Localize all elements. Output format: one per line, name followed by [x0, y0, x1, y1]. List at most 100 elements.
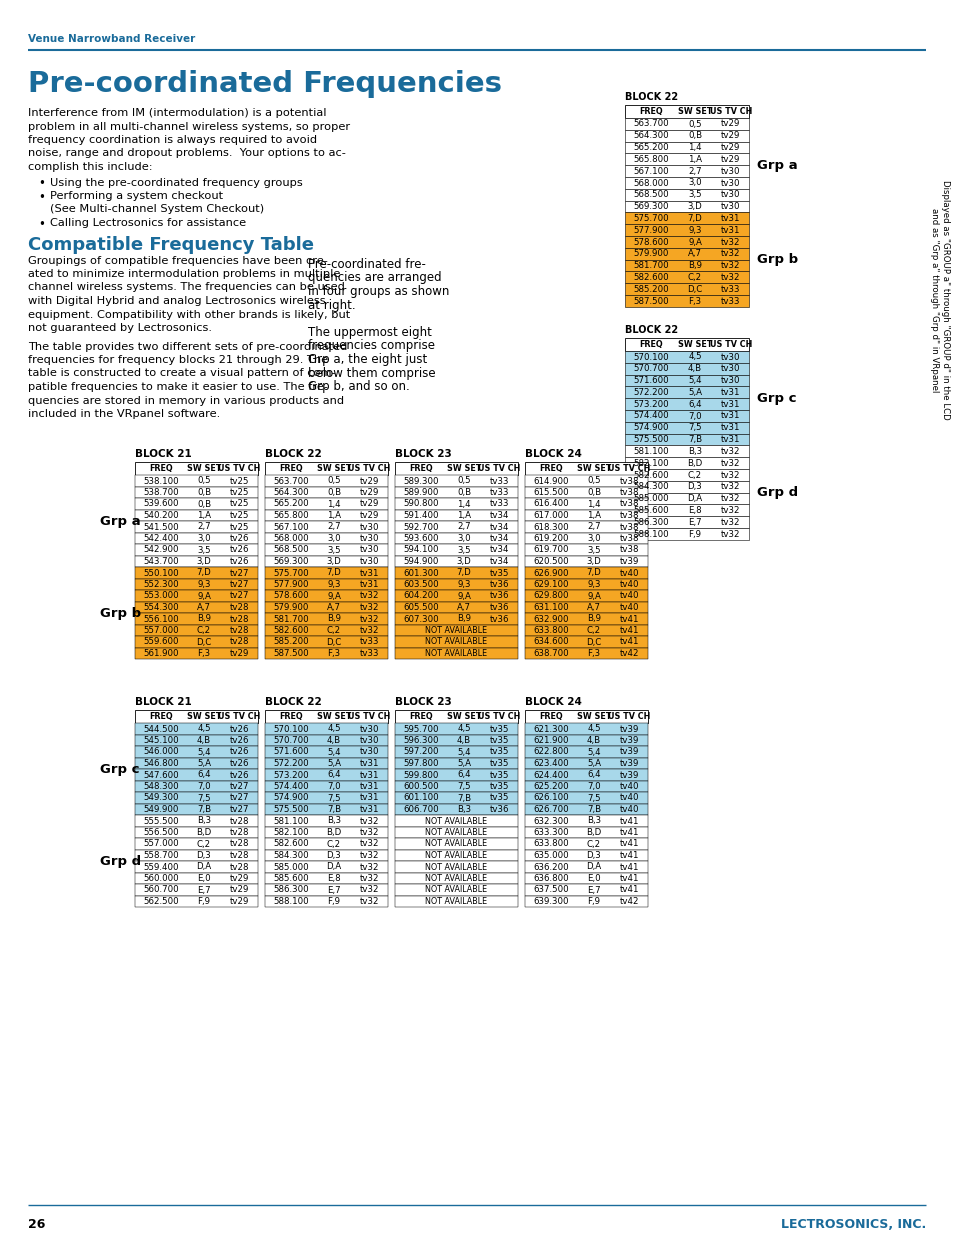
Text: FREQ: FREQ — [149, 713, 172, 721]
Bar — [265, 895, 388, 906]
Text: tv38: tv38 — [619, 477, 639, 485]
Text: 6,4: 6,4 — [587, 771, 600, 779]
Text: 3,0: 3,0 — [587, 534, 600, 543]
Text: SW SET: SW SET — [187, 713, 221, 721]
Bar — [265, 792, 388, 804]
Bar — [524, 487, 647, 498]
Bar — [395, 498, 517, 510]
Text: 621.900: 621.900 — [533, 736, 568, 745]
Bar — [624, 272, 748, 283]
Text: 7,0: 7,0 — [687, 411, 701, 420]
Bar — [524, 510, 647, 521]
Text: Calling Lectrosonics for assistance: Calling Lectrosonics for assistance — [50, 219, 246, 228]
Bar — [624, 398, 748, 410]
Bar — [135, 613, 257, 625]
Text: Grp a: Grp a — [757, 159, 797, 172]
Text: 574.400: 574.400 — [633, 411, 668, 420]
Text: tv28: tv28 — [230, 816, 249, 825]
Bar — [135, 872, 257, 884]
Text: tv38: tv38 — [619, 534, 639, 543]
Text: The uppermost eight: The uppermost eight — [308, 326, 432, 338]
Text: tv32: tv32 — [359, 851, 379, 860]
Text: tv29: tv29 — [720, 154, 740, 164]
Text: 5,4: 5,4 — [587, 747, 600, 757]
Text: FREQ: FREQ — [639, 340, 662, 350]
Text: tv30: tv30 — [359, 522, 379, 531]
Bar — [135, 567, 257, 578]
Text: tv39: tv39 — [619, 725, 639, 734]
Text: 607.300: 607.300 — [403, 615, 438, 624]
Text: E,8: E,8 — [327, 874, 340, 883]
Text: BLOCK 22: BLOCK 22 — [624, 91, 678, 103]
Text: 7,B: 7,B — [456, 794, 471, 803]
Bar — [395, 884, 517, 895]
Text: 581.100: 581.100 — [273, 816, 309, 825]
Text: 569.300: 569.300 — [633, 203, 668, 211]
Text: 559.400: 559.400 — [143, 862, 178, 872]
Text: 3,D: 3,D — [326, 557, 341, 566]
Text: The table provides two different sets of pre-coordinated: The table provides two different sets of… — [28, 342, 347, 352]
Text: D,C: D,C — [586, 637, 601, 646]
Text: 7,5: 7,5 — [197, 794, 211, 803]
Text: 570.700: 570.700 — [273, 736, 309, 745]
Bar — [395, 462, 517, 475]
Text: tv31: tv31 — [359, 568, 379, 578]
Text: 1,A: 1,A — [196, 511, 211, 520]
Text: 0,B: 0,B — [196, 488, 211, 496]
Text: 635.000: 635.000 — [533, 851, 568, 860]
Text: 591.400: 591.400 — [403, 511, 438, 520]
Bar — [395, 757, 517, 769]
Text: 595.700: 595.700 — [403, 725, 438, 734]
Text: tv34: tv34 — [489, 534, 509, 543]
Bar — [135, 556, 257, 567]
Text: tv32: tv32 — [720, 530, 740, 538]
Text: tv27: tv27 — [230, 592, 249, 600]
Text: 7,B: 7,B — [196, 805, 211, 814]
Text: tv28: tv28 — [230, 603, 249, 613]
Bar — [524, 521, 647, 532]
Text: C,2: C,2 — [196, 626, 211, 635]
Bar — [624, 212, 748, 225]
Bar — [135, 521, 257, 532]
Text: E,8: E,8 — [687, 506, 701, 515]
Text: 3,D: 3,D — [586, 557, 600, 566]
Bar — [135, 895, 257, 906]
Bar — [395, 532, 517, 543]
Bar — [265, 567, 388, 578]
Text: B,9: B,9 — [687, 261, 701, 270]
Text: A,7: A,7 — [327, 603, 340, 613]
Text: tv32: tv32 — [359, 840, 379, 848]
Text: 636.200: 636.200 — [533, 862, 568, 872]
Text: 606.700: 606.700 — [403, 805, 438, 814]
Text: tv40: tv40 — [619, 592, 639, 600]
Text: tv30: tv30 — [720, 203, 740, 211]
Bar — [135, 601, 257, 613]
Text: BLOCK 23: BLOCK 23 — [395, 450, 452, 459]
Bar — [395, 839, 517, 850]
Text: tv31: tv31 — [359, 782, 379, 790]
Bar — [624, 259, 748, 272]
Text: tv36: tv36 — [489, 580, 509, 589]
Text: problem in all multi-channel wireless systems, so proper: problem in all multi-channel wireless sy… — [28, 121, 350, 131]
Bar — [524, 498, 647, 510]
Text: B,D: B,D — [326, 827, 341, 837]
Bar — [624, 200, 748, 212]
Text: tv29: tv29 — [359, 499, 378, 509]
Bar — [135, 757, 257, 769]
Text: 0,5: 0,5 — [456, 477, 471, 485]
Bar — [624, 338, 748, 351]
Text: F,3: F,3 — [197, 650, 211, 658]
Text: 4,B: 4,B — [586, 736, 600, 745]
Text: Grp c: Grp c — [100, 762, 139, 776]
Text: NOT AVAILABLE: NOT AVAILABLE — [425, 637, 487, 646]
Text: 3,D: 3,D — [456, 557, 471, 566]
Text: 5,4: 5,4 — [197, 747, 211, 757]
Bar — [624, 105, 748, 119]
Text: tv29: tv29 — [230, 650, 249, 658]
Text: 564.300: 564.300 — [633, 131, 668, 141]
Text: tv29: tv29 — [230, 885, 249, 894]
Text: 594.100: 594.100 — [403, 546, 438, 555]
Text: US TV CH: US TV CH — [348, 713, 391, 721]
Text: 559.600: 559.600 — [143, 637, 178, 646]
Text: 9,A: 9,A — [687, 237, 701, 247]
